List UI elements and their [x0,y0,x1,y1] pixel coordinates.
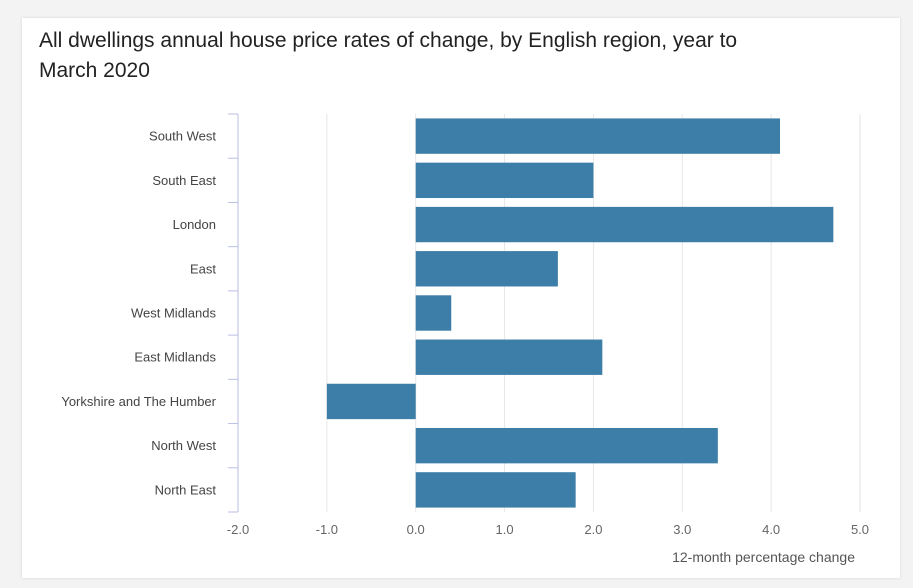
category-label: West Midlands [131,306,217,321]
category-axis: South West South East London East West Midla… [61,113,239,513]
chart-title: All dwellings annual house price rates o… [39,29,738,82]
x-tick-label: 1.0 [496,522,514,537]
x-tick-label: 0.0 [407,522,425,537]
bar-chart: South West South East London East West Midla… [61,113,869,565]
bar [415,472,576,508]
x-tick-label: 5.0 [851,522,869,537]
bar [415,427,718,464]
bars [326,118,834,508]
bar [415,295,452,331]
bar [415,118,781,154]
bar [415,339,603,375]
category-label: London [173,217,216,232]
category-label: South West [149,129,216,144]
x-tick-label: 3.0 [673,522,691,537]
x-tick-label: 2.0 [584,522,602,537]
category-label: East Midlands [134,350,216,365]
x-tick-label: 4.0 [762,522,780,537]
x-axis-title: 12-month percentage change [672,549,855,565]
value-axis: -2.0 -1.0 0.0 1.0 2.0 3.0 4.0 5.0 [227,522,869,537]
category-label: East [190,261,216,276]
category-label: North East [155,482,217,497]
x-tick-label: -2.0 [227,522,249,537]
bar [415,206,834,243]
chart-card: All dwellings annual house price rates o… [22,18,900,578]
bar [415,251,558,287]
bar [415,162,594,199]
category-label: North West [151,438,216,453]
category-label: South East [152,173,216,188]
category-label: Yorkshire and The Humber [61,394,216,409]
bar [326,383,416,420]
x-tick-label: -1.0 [316,522,338,537]
